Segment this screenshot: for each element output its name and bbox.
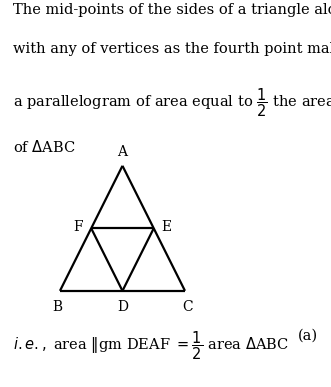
Text: B: B (52, 300, 62, 313)
Text: of $\Delta$ABC: of $\Delta$ABC (13, 139, 76, 155)
Text: D: D (117, 300, 128, 313)
Text: F: F (74, 221, 83, 235)
Text: A: A (118, 145, 127, 159)
Text: C: C (182, 300, 193, 313)
Text: The mid-points of the sides of a triangle along: The mid-points of the sides of a triangl… (13, 3, 331, 17)
Text: a parallelogram of area equal to $\dfrac{1}{2}$ the area: a parallelogram of area equal to $\dfrac… (13, 87, 331, 119)
Text: E: E (162, 221, 172, 235)
Text: with any of vertices as the fourth point makes: with any of vertices as the fourth point… (13, 42, 331, 56)
Text: (a): (a) (298, 329, 318, 343)
Text: $i.e.,$ area $\|$gm DEAF $= \dfrac{1}{2}$ area $\Delta$ABC: $i.e.,$ area $\|$gm DEAF $= \dfrac{1}{2}… (13, 329, 289, 361)
